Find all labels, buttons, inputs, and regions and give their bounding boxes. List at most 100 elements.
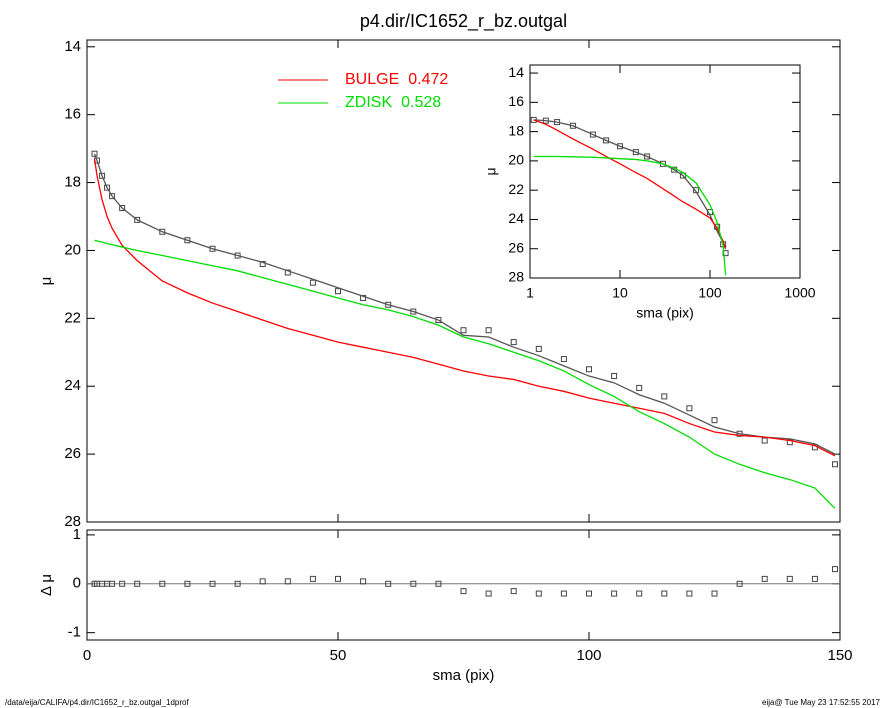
data-point xyxy=(234,580,241,587)
data-point xyxy=(109,580,116,587)
legend-entry: ZDISK 0.528 xyxy=(345,94,441,111)
y-axis-label: Δ μ xyxy=(38,574,55,596)
data-point xyxy=(159,580,166,587)
legend-fraction: 0.528 xyxy=(401,94,441,111)
data-point xyxy=(134,580,141,587)
data-point xyxy=(104,184,111,191)
data-point xyxy=(360,578,367,585)
data-point xyxy=(259,261,266,268)
y-tick-label: 22 xyxy=(508,181,524,197)
y-tick-label: 28 xyxy=(508,269,524,285)
plot-frame xyxy=(86,39,841,523)
data-point xyxy=(722,250,729,257)
data-point xyxy=(385,580,392,587)
x-tick-label: 100 xyxy=(698,285,722,301)
x-axis-label: sma (pix) xyxy=(433,667,495,684)
data-point xyxy=(586,366,592,373)
series-line xyxy=(93,153,836,455)
data-point xyxy=(485,590,492,597)
data-point xyxy=(761,575,768,582)
y-tick-label: 16 xyxy=(64,106,81,123)
y-tick-label: 16 xyxy=(508,93,524,109)
data-point xyxy=(510,339,517,346)
series-line xyxy=(533,119,727,249)
data-point xyxy=(632,149,639,156)
legend-name: ZDISK xyxy=(345,94,392,111)
data-point xyxy=(831,461,838,468)
data-point xyxy=(736,580,743,587)
x-tick-label: 100 xyxy=(576,647,601,664)
data-point xyxy=(586,590,592,597)
data-point xyxy=(209,580,216,587)
data-point xyxy=(159,228,166,235)
legend-entry: BULGE 0.472 xyxy=(345,71,448,88)
data-point xyxy=(644,153,651,160)
y-tick-label: 26 xyxy=(64,445,81,462)
data-point xyxy=(611,373,618,380)
data-point xyxy=(284,269,291,276)
y-axis-label: μ xyxy=(38,277,55,286)
data-point xyxy=(335,288,341,295)
data-point xyxy=(184,237,191,244)
x-tick-label: 150 xyxy=(827,647,852,664)
data-point xyxy=(711,417,718,424)
data-point xyxy=(119,205,126,212)
data-point xyxy=(611,590,618,597)
x-tick-label: 1 xyxy=(526,285,534,301)
data-point xyxy=(831,566,838,573)
data-point xyxy=(589,131,596,138)
data-point xyxy=(134,216,141,223)
data-point xyxy=(603,137,610,144)
y-tick-label: 14 xyxy=(508,64,524,80)
x-tick-label: 10 xyxy=(612,285,628,301)
data-point xyxy=(99,172,106,179)
data-point xyxy=(711,590,718,597)
y-tick-label: 24 xyxy=(508,210,524,226)
data-point xyxy=(410,308,417,315)
data-point xyxy=(259,578,266,585)
data-point xyxy=(91,150,98,157)
data-point xyxy=(686,590,693,597)
data-point xyxy=(811,575,818,582)
series-line xyxy=(94,239,836,509)
y-tick-label: 14 xyxy=(64,38,81,55)
y-tick-label: 20 xyxy=(64,241,81,258)
series-line xyxy=(93,158,836,457)
y-axis-label: μ xyxy=(483,167,499,175)
data-point xyxy=(184,580,191,587)
data-point xyxy=(560,590,567,597)
legend-name: BULGE xyxy=(345,71,399,88)
y-tick-label: 18 xyxy=(64,174,81,191)
y-tick-label: 1 xyxy=(73,526,81,543)
data-point xyxy=(284,578,291,585)
data-point xyxy=(761,437,768,444)
data-point xyxy=(460,327,467,334)
data-point xyxy=(410,580,417,587)
data-point xyxy=(485,327,492,334)
y-tick-label: 28 xyxy=(64,513,81,530)
data-point xyxy=(435,580,442,587)
y-tick-label: -1 xyxy=(68,624,81,641)
inset-background xyxy=(530,65,800,278)
footer-path: /data/eija/CALIFA/p4.dir/IC1652_r_bz.out… xyxy=(5,698,189,707)
footer-date: eija@ Tue May 23 17:52:55 2017 xyxy=(762,698,881,707)
data-point xyxy=(109,193,116,200)
plot-frame xyxy=(529,64,801,279)
x-axis-label: sma (pix) xyxy=(636,305,694,321)
data-point xyxy=(385,301,392,308)
y-tick-label: 26 xyxy=(508,239,524,255)
x-tick-label: 50 xyxy=(330,647,347,664)
x-tick-label: 0 xyxy=(83,647,91,664)
y-tick-label: 20 xyxy=(508,152,524,168)
data-point xyxy=(686,405,693,412)
data-point xyxy=(119,580,126,587)
data-point xyxy=(535,590,542,597)
data-point xyxy=(309,575,316,582)
legend-fraction: 0.472 xyxy=(408,71,448,88)
y-tick-label: 18 xyxy=(508,122,524,138)
data-point xyxy=(661,393,668,400)
y-tick-label: 0 xyxy=(73,575,81,592)
data-point xyxy=(636,384,643,391)
plot-frame xyxy=(86,529,841,641)
